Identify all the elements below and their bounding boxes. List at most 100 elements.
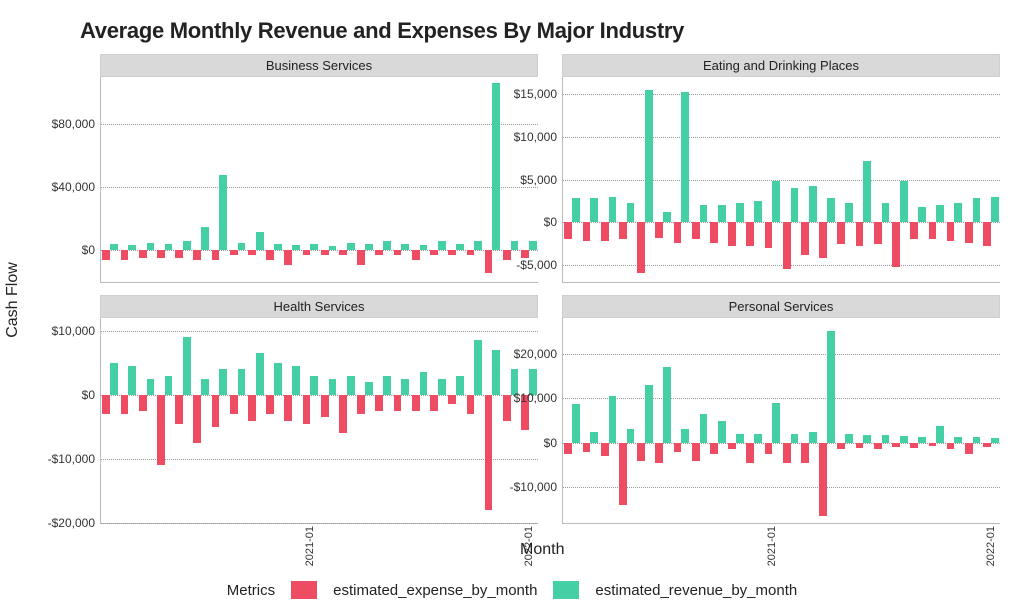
bar-expense — [157, 250, 165, 258]
bar-revenue — [529, 241, 537, 250]
bar-revenue — [772, 403, 780, 443]
bar-expense — [339, 250, 347, 255]
bar-revenue — [590, 198, 598, 222]
bar-expense — [892, 443, 900, 447]
plot-area: -$5,000$0$5,000$10,000$15,000 — [562, 77, 1000, 283]
bar-expense — [929, 443, 937, 447]
bar-revenue — [238, 243, 246, 251]
panel-title: Eating and Drinking Places — [562, 54, 1000, 77]
bar-revenue — [718, 421, 726, 443]
bar-expense — [947, 443, 955, 450]
bar-revenue — [845, 203, 853, 222]
bar-expense — [121, 395, 129, 414]
y-tick-label: $5,000 — [520, 173, 563, 187]
bar-revenue — [681, 429, 689, 442]
bar-revenue — [663, 367, 671, 443]
y-tick-label: $0 — [82, 388, 101, 402]
bar-expense — [601, 222, 609, 241]
bar-expense — [601, 443, 609, 456]
bar-revenue — [991, 438, 999, 442]
bar-expense — [266, 250, 274, 259]
bar-revenue — [809, 186, 817, 222]
bar-expense — [819, 222, 827, 258]
y-axis-label: Cash Flow — [4, 262, 22, 338]
bar-revenue — [918, 437, 926, 442]
y-tick-label: -$20,000 — [48, 516, 101, 530]
bar-revenue — [511, 241, 519, 250]
y-tick-label: $20,000 — [514, 347, 563, 361]
bar-expense — [583, 222, 591, 241]
bar-expense — [175, 395, 183, 424]
bar-revenue — [201, 227, 209, 251]
bar-expense — [394, 250, 402, 255]
bar-expense — [783, 443, 791, 463]
legend-label-expense: estimated_expense_by_month — [333, 582, 537, 599]
panel-business-services: Business Services $0$40,000$80,000 — [100, 54, 538, 283]
bar-revenue — [954, 203, 962, 222]
bar-revenue — [438, 379, 446, 395]
bar-expense — [248, 250, 256, 255]
bar-expense — [339, 395, 347, 433]
bar-revenue — [310, 244, 318, 250]
bar-revenue — [991, 197, 999, 223]
bar-revenue — [420, 245, 428, 251]
bar-expense — [874, 222, 882, 244]
panel-grid: Business Services $0$40,000$80,000 Eatin… — [100, 54, 1000, 524]
bar-expense — [965, 443, 973, 454]
bar-expense — [430, 395, 438, 411]
bar-revenue — [791, 188, 799, 222]
bar-expense — [765, 222, 773, 248]
bar-revenue — [882, 203, 890, 222]
bar-expense — [248, 395, 256, 421]
bar-revenue — [590, 432, 598, 443]
bar-expense — [375, 250, 383, 255]
bar-revenue — [900, 181, 908, 222]
bar-expense — [637, 222, 645, 273]
bar-revenue — [492, 83, 500, 250]
bar-revenue — [401, 244, 409, 250]
legend: Metrics estimated_expense_by_month estim… — [0, 581, 1024, 599]
bar-revenue — [274, 363, 282, 395]
gridline — [101, 523, 538, 524]
bar-expense — [655, 443, 663, 463]
y-tick-label: $0 — [544, 215, 563, 229]
bar-revenue — [128, 366, 136, 395]
bar-revenue — [201, 379, 209, 395]
bar-expense — [412, 250, 420, 259]
bar-revenue — [936, 205, 944, 222]
y-tick-label: $10,000 — [514, 391, 563, 405]
bar-expense — [284, 250, 292, 264]
bar-revenue — [365, 244, 373, 250]
bar-expense — [230, 250, 238, 255]
bar-revenue — [292, 245, 300, 251]
bar-expense — [947, 222, 955, 241]
bar-expense — [746, 443, 754, 463]
bar-expense — [583, 443, 591, 452]
bar-expense — [564, 443, 572, 454]
bar-revenue — [609, 197, 617, 223]
bar-revenue — [238, 369, 246, 395]
bar-revenue — [147, 379, 155, 395]
bar-expense — [692, 443, 700, 461]
legend-swatch-revenue — [553, 581, 579, 599]
bar-revenue — [627, 429, 635, 442]
x-tick-label: 2022-01 — [985, 526, 997, 566]
bar-revenue — [310, 376, 318, 395]
x-tick-label: 2021-01 — [766, 526, 778, 566]
bar-expense — [965, 222, 973, 243]
bar-revenue — [438, 241, 446, 250]
bar-expense — [503, 395, 511, 421]
bar-revenue — [882, 435, 890, 443]
bar-revenue — [183, 241, 191, 250]
bar-revenue — [219, 175, 227, 251]
legend-label-revenue: estimated_revenue_by_month — [595, 582, 797, 599]
panel-title: Health Services — [100, 295, 538, 318]
bar-revenue — [572, 198, 580, 222]
bar-revenue — [754, 434, 762, 443]
bar-revenue — [165, 376, 173, 395]
bar-expense — [655, 222, 663, 237]
chart-root: { "title": "Average Monthly Revenue and … — [0, 0, 1024, 611]
bar-expense — [856, 443, 864, 448]
bar-expense — [983, 222, 991, 246]
bar-revenue — [827, 331, 835, 442]
